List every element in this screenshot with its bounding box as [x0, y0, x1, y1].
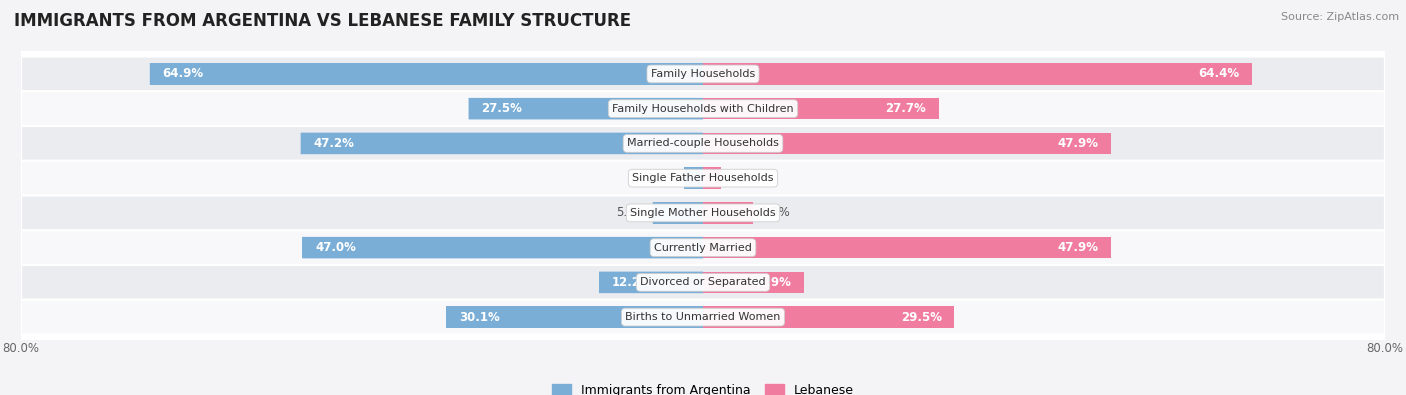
- Bar: [703, 307, 955, 328]
- FancyBboxPatch shape: [21, 196, 1385, 230]
- FancyBboxPatch shape: [599, 272, 703, 293]
- Text: 27.7%: 27.7%: [886, 102, 927, 115]
- Text: Family Households with Children: Family Households with Children: [612, 103, 794, 114]
- Text: 2.1%: 2.1%: [728, 172, 758, 184]
- Text: 64.4%: 64.4%: [1198, 68, 1239, 81]
- Text: 2.2%: 2.2%: [648, 172, 678, 184]
- FancyBboxPatch shape: [301, 133, 703, 154]
- FancyBboxPatch shape: [21, 56, 1385, 91]
- FancyBboxPatch shape: [21, 300, 1385, 335]
- FancyBboxPatch shape: [21, 161, 1385, 196]
- Text: IMMIGRANTS FROM ARGENTINA VS LEBANESE FAMILY STRUCTURE: IMMIGRANTS FROM ARGENTINA VS LEBANESE FA…: [14, 12, 631, 30]
- Text: 47.0%: 47.0%: [315, 241, 356, 254]
- FancyBboxPatch shape: [21, 265, 1385, 300]
- Text: 47.2%: 47.2%: [314, 137, 354, 150]
- Text: Divorced or Separated: Divorced or Separated: [640, 277, 766, 288]
- Text: 5.9%: 5.9%: [761, 207, 790, 219]
- Text: 5.9%: 5.9%: [616, 207, 645, 219]
- Bar: [685, 167, 703, 189]
- Text: Single Father Households: Single Father Households: [633, 173, 773, 183]
- Text: 47.9%: 47.9%: [1057, 241, 1098, 254]
- Text: 64.9%: 64.9%: [163, 68, 204, 81]
- Text: Currently Married: Currently Married: [654, 243, 752, 253]
- Text: Family Households: Family Households: [651, 69, 755, 79]
- Bar: [302, 237, 703, 258]
- Bar: [150, 63, 703, 85]
- FancyBboxPatch shape: [21, 126, 1385, 161]
- Text: Married-couple Households: Married-couple Households: [627, 138, 779, 149]
- Bar: [468, 98, 703, 119]
- Text: 12.2%: 12.2%: [612, 276, 652, 289]
- Bar: [703, 167, 721, 189]
- Bar: [703, 237, 1111, 258]
- FancyBboxPatch shape: [468, 98, 703, 119]
- Bar: [301, 133, 703, 154]
- FancyBboxPatch shape: [302, 237, 703, 258]
- FancyBboxPatch shape: [21, 230, 1385, 265]
- Bar: [703, 133, 1111, 154]
- Text: 27.5%: 27.5%: [481, 102, 522, 115]
- FancyBboxPatch shape: [447, 307, 703, 328]
- Text: 11.9%: 11.9%: [751, 276, 792, 289]
- FancyBboxPatch shape: [685, 167, 703, 189]
- Bar: [703, 63, 1251, 85]
- Text: 47.9%: 47.9%: [1057, 137, 1098, 150]
- Legend: Immigrants from Argentina, Lebanese: Immigrants from Argentina, Lebanese: [553, 384, 853, 395]
- Text: 29.5%: 29.5%: [901, 310, 942, 324]
- Text: 30.1%: 30.1%: [460, 310, 501, 324]
- Bar: [447, 307, 703, 328]
- Bar: [599, 272, 703, 293]
- Text: Single Mother Households: Single Mother Households: [630, 208, 776, 218]
- Bar: [703, 202, 754, 224]
- Bar: [703, 98, 939, 119]
- Text: Source: ZipAtlas.com: Source: ZipAtlas.com: [1281, 12, 1399, 22]
- Text: Births to Unmarried Women: Births to Unmarried Women: [626, 312, 780, 322]
- Bar: [703, 272, 804, 293]
- FancyBboxPatch shape: [652, 202, 703, 224]
- FancyBboxPatch shape: [150, 63, 703, 85]
- Bar: [652, 202, 703, 224]
- FancyBboxPatch shape: [21, 91, 1385, 126]
